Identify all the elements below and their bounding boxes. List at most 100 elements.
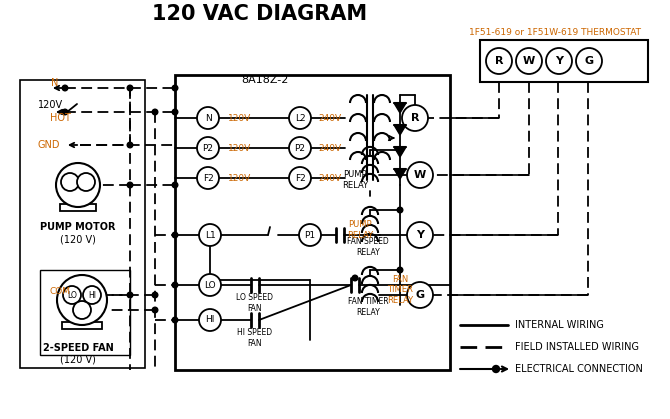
Circle shape	[127, 142, 133, 148]
Circle shape	[152, 292, 158, 298]
Circle shape	[402, 105, 428, 131]
Text: HI: HI	[88, 290, 96, 300]
Text: PUMP
RELAY: PUMP RELAY	[342, 170, 368, 190]
Bar	[40, 270, 130, 355]
Circle shape	[546, 48, 572, 74]
Bar	[175, 75, 450, 370]
Text: (120 V): (120 V)	[60, 355, 96, 365]
Bar	[62, 322, 102, 329]
Text: INTERNAL WIRING: INTERNAL WIRING	[515, 320, 604, 330]
Text: 120V: 120V	[228, 173, 252, 183]
Circle shape	[127, 85, 133, 91]
Circle shape	[407, 222, 433, 248]
Text: FAN TIMER
RELAY: FAN TIMER RELAY	[348, 297, 389, 317]
Text: LO: LO	[204, 280, 216, 290]
Circle shape	[127, 292, 133, 298]
Text: P1: P1	[304, 230, 316, 240]
Circle shape	[62, 109, 68, 115]
Text: P2: P2	[295, 143, 306, 153]
Text: HI: HI	[205, 316, 214, 324]
Text: 2-SPEED FAN: 2-SPEED FAN	[43, 343, 113, 353]
Text: R: R	[494, 56, 503, 66]
Circle shape	[172, 317, 178, 323]
Text: W: W	[414, 170, 426, 180]
Circle shape	[199, 309, 221, 331]
Text: COM: COM	[50, 287, 71, 297]
Text: L1: L1	[204, 230, 215, 240]
Text: GND: GND	[38, 140, 60, 150]
Text: N: N	[52, 78, 59, 88]
Text: F2: F2	[295, 173, 306, 183]
Circle shape	[299, 224, 321, 246]
Circle shape	[57, 275, 107, 325]
Text: PUMP
RELAY: PUMP RELAY	[347, 220, 373, 240]
Circle shape	[516, 48, 542, 74]
Circle shape	[407, 282, 433, 308]
Text: 120 VAC DIAGRAM: 120 VAC DIAGRAM	[153, 4, 368, 24]
Circle shape	[172, 85, 178, 91]
Text: Y: Y	[555, 56, 563, 66]
Circle shape	[56, 163, 100, 207]
Circle shape	[172, 282, 178, 288]
Text: F2: F2	[202, 173, 213, 183]
Text: G: G	[415, 290, 425, 300]
Bar	[20, 80, 145, 368]
Text: L2: L2	[295, 114, 306, 122]
Circle shape	[407, 162, 433, 188]
Text: HOT: HOT	[50, 113, 71, 123]
Circle shape	[289, 167, 311, 189]
Circle shape	[152, 307, 158, 313]
Circle shape	[83, 286, 101, 304]
Text: P2: P2	[202, 143, 214, 153]
Text: 120V: 120V	[228, 114, 252, 122]
Circle shape	[62, 85, 68, 91]
Text: 240V: 240V	[318, 143, 342, 153]
Text: R: R	[411, 113, 419, 123]
Text: 240V: 240V	[318, 173, 342, 183]
Text: G: G	[584, 56, 594, 66]
Circle shape	[77, 173, 95, 191]
Circle shape	[397, 207, 403, 213]
Text: HI SPEED
FAN: HI SPEED FAN	[237, 328, 273, 348]
Circle shape	[199, 274, 221, 296]
Circle shape	[486, 48, 512, 74]
Circle shape	[172, 109, 178, 115]
Text: PUMP MOTOR: PUMP MOTOR	[40, 222, 116, 232]
Text: ELECTRICAL CONNECTION: ELECTRICAL CONNECTION	[515, 364, 643, 374]
Text: FAN
TIMER
RELAY: FAN TIMER RELAY	[387, 275, 413, 305]
Circle shape	[397, 267, 403, 273]
Polygon shape	[394, 147, 406, 157]
Text: FIELD INSTALLED WIRING: FIELD INSTALLED WIRING	[515, 342, 639, 352]
Circle shape	[576, 48, 602, 74]
Bar	[480, 40, 648, 82]
Text: (120 V): (120 V)	[60, 234, 96, 244]
Polygon shape	[394, 169, 406, 179]
Polygon shape	[394, 103, 406, 113]
Circle shape	[289, 107, 311, 129]
Circle shape	[172, 232, 178, 238]
Circle shape	[152, 109, 158, 115]
Polygon shape	[394, 125, 406, 135]
Text: LO SPEED
FAN: LO SPEED FAN	[237, 293, 273, 313]
Circle shape	[197, 167, 219, 189]
Text: 240V: 240V	[318, 114, 342, 122]
Text: 120V: 120V	[228, 143, 252, 153]
Text: W: W	[523, 56, 535, 66]
Circle shape	[172, 182, 178, 188]
Text: N: N	[204, 114, 211, 122]
Text: FAN SPEED
RELAY: FAN SPEED RELAY	[347, 237, 389, 257]
Circle shape	[352, 275, 358, 281]
Circle shape	[197, 137, 219, 159]
Text: Y: Y	[416, 230, 424, 240]
Text: LO: LO	[67, 290, 77, 300]
Circle shape	[289, 137, 311, 159]
Circle shape	[127, 182, 133, 188]
Bar	[60, 204, 96, 211]
Circle shape	[397, 147, 403, 153]
Text: 8A18Z-2: 8A18Z-2	[241, 75, 289, 85]
Circle shape	[197, 107, 219, 129]
Circle shape	[63, 286, 81, 304]
Circle shape	[73, 301, 91, 319]
Circle shape	[61, 173, 79, 191]
Text: 1F51-619 or 1F51W-619 THERMOSTAT: 1F51-619 or 1F51W-619 THERMOSTAT	[469, 28, 641, 36]
